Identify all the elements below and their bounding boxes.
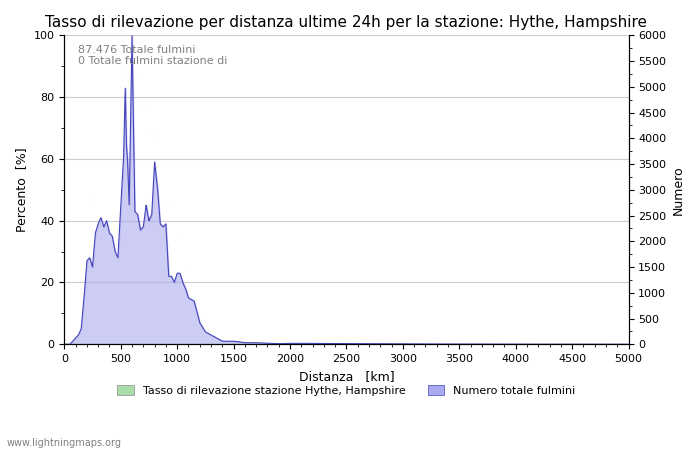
Text: www.lightningmaps.org: www.lightningmaps.org xyxy=(7,438,122,448)
Text: 87.476 Totale fulmini
0 Totale fulmini stazione di: 87.476 Totale fulmini 0 Totale fulmini s… xyxy=(78,45,228,66)
X-axis label: Distanza   [km]: Distanza [km] xyxy=(299,369,394,382)
Legend: Tasso di rilevazione stazione Hythe, Hampshire, Numero totale fulmini: Tasso di rilevazione stazione Hythe, Ham… xyxy=(113,381,580,400)
Y-axis label: Percento  [%]: Percento [%] xyxy=(15,148,28,232)
Title: Tasso di rilevazione per distanza ultime 24h per la stazione: Hythe, Hampshire: Tasso di rilevazione per distanza ultime… xyxy=(46,15,648,30)
Y-axis label: Numero: Numero xyxy=(672,165,685,215)
